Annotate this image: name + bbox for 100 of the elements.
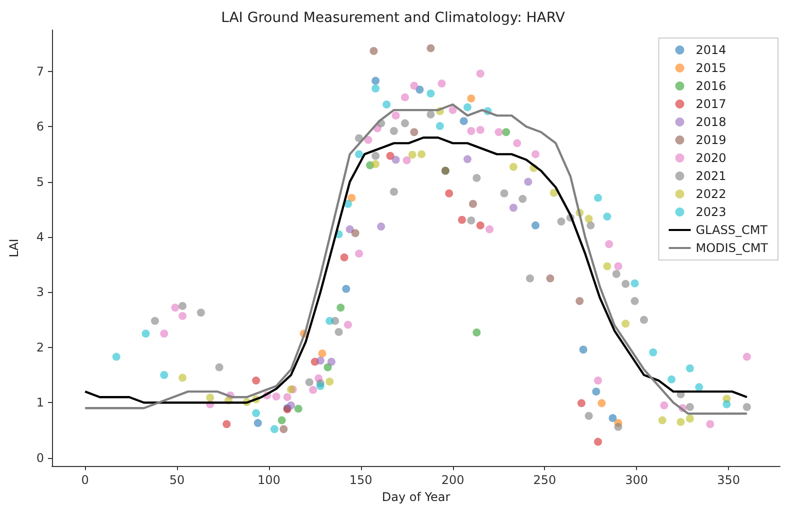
point [467,216,476,224]
point [550,188,558,197]
point [400,93,409,102]
x-tick-label: 150 [349,473,372,488]
point [476,126,484,134]
y-axis-title: LAI [7,238,21,258]
point [270,425,278,434]
y-tick-label: 5 [36,174,44,189]
point [436,122,444,130]
legend-label: 2018 [696,115,726,129]
point [377,222,386,231]
point [196,308,205,317]
x-tick-label: 250 [533,473,556,488]
point [206,394,214,402]
point [316,382,324,390]
point [686,414,694,423]
point [706,420,714,428]
point [327,358,336,366]
legend-label: 2017 [696,97,726,111]
point [416,86,424,94]
point [622,280,630,288]
x-tick-label: 300 [625,473,648,488]
legend-label: 2016 [696,79,726,93]
point [305,378,314,386]
point [334,328,343,336]
point [463,155,472,164]
point [524,178,532,186]
point [695,383,704,392]
point [502,128,510,136]
point [612,270,620,278]
legend-label: 2020 [696,151,726,165]
point [410,128,418,136]
point [526,274,534,282]
point [513,139,522,148]
legend-label: 2014 [696,43,726,57]
point [400,119,409,128]
point [742,352,751,361]
y-tick-label: 2 [36,340,44,354]
point [142,330,150,338]
legend-label: GLASS_CMT [696,223,768,237]
point [438,80,446,88]
point [346,225,354,234]
point [351,229,360,238]
point [494,128,503,136]
x-tick-label: 100 [257,473,280,488]
point [622,320,630,328]
point [402,156,411,164]
point [584,412,593,420]
point [660,401,668,410]
legend-label: 2019 [696,133,726,147]
point [426,110,435,118]
point [382,100,391,109]
point [426,89,435,98]
point [598,399,606,408]
point [448,106,457,114]
point [336,304,345,312]
point [171,304,180,312]
point [294,404,302,413]
point [364,136,372,144]
point [309,386,318,394]
legend-label: 2022 [696,187,726,201]
point [686,364,694,372]
point [324,363,332,372]
point [178,302,187,310]
point [486,225,494,234]
point [676,418,685,426]
point [579,346,588,354]
point [222,420,231,428]
point [472,174,481,182]
point [467,127,476,136]
legend-label: 2023 [696,205,726,219]
legend-label: MODIS_CMT [696,241,769,255]
x-tick-label: 50 [169,473,185,488]
point [372,76,380,85]
point [649,348,658,356]
point [408,150,416,159]
point [603,262,612,270]
point [594,194,602,202]
point [742,403,751,412]
point [355,250,364,258]
point [326,378,334,386]
y-tick-label: 6 [36,120,44,134]
point [340,253,348,262]
point [283,393,292,402]
point [278,416,286,424]
point [605,240,614,248]
point [722,400,731,408]
point [658,416,666,424]
point [160,330,168,338]
x-tick-label: 200 [441,473,464,488]
point [614,422,622,431]
point [584,214,593,223]
point [546,274,554,282]
point [316,356,324,365]
point [592,388,600,396]
point [370,46,378,55]
point [630,279,639,288]
point [557,218,566,226]
point [254,419,262,428]
point [418,150,426,158]
